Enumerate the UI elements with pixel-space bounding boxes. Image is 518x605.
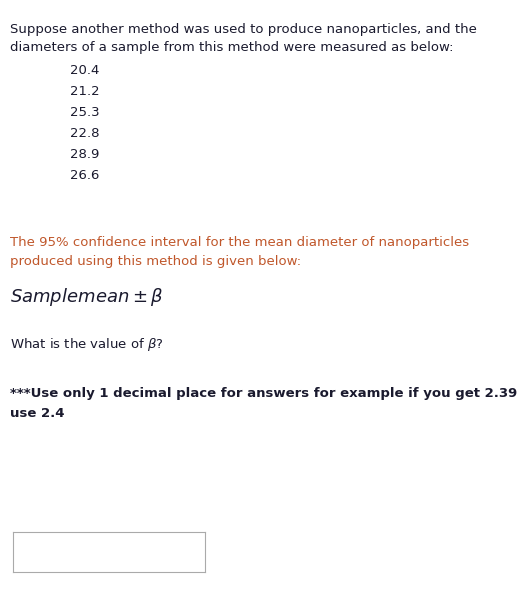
Text: 26.6: 26.6 (70, 169, 99, 182)
Text: 25.3: 25.3 (70, 106, 99, 119)
Text: ***Use only 1 decimal place for answers for example if you get 2.396,: ***Use only 1 decimal place for answers … (10, 387, 518, 400)
Text: 21.2: 21.2 (70, 85, 99, 97)
Text: What is the value of $\beta$?: What is the value of $\beta$? (10, 336, 164, 353)
Text: The 95% confidence interval for the mean diameter of nanoparticles: The 95% confidence interval for the mean… (10, 236, 469, 249)
Text: Suppose another method was used to produce nanoparticles, and the: Suppose another method was used to produ… (10, 23, 477, 36)
Text: diameters of a sample from this method were measured as below:: diameters of a sample from this method w… (10, 41, 454, 54)
Text: 20.4: 20.4 (70, 64, 99, 76)
Text: $\mathit{Samplemean} \pm \beta$: $\mathit{Samplemean} \pm \beta$ (10, 286, 164, 307)
Text: use 2.4: use 2.4 (10, 407, 65, 419)
Text: 22.8: 22.8 (70, 127, 99, 140)
Text: 28.9: 28.9 (70, 148, 99, 161)
Text: produced using this method is given below:: produced using this method is given belo… (10, 255, 301, 268)
